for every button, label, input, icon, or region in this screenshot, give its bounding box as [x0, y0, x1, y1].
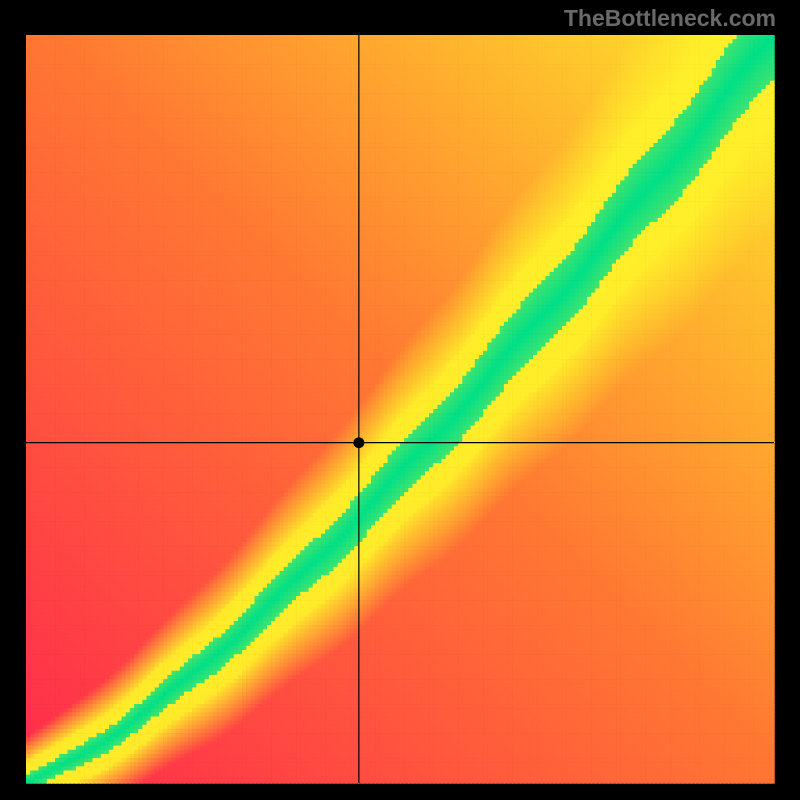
heatmap-canvas — [0, 0, 800, 800]
watermark-text: TheBottleneck.com — [564, 5, 776, 32]
